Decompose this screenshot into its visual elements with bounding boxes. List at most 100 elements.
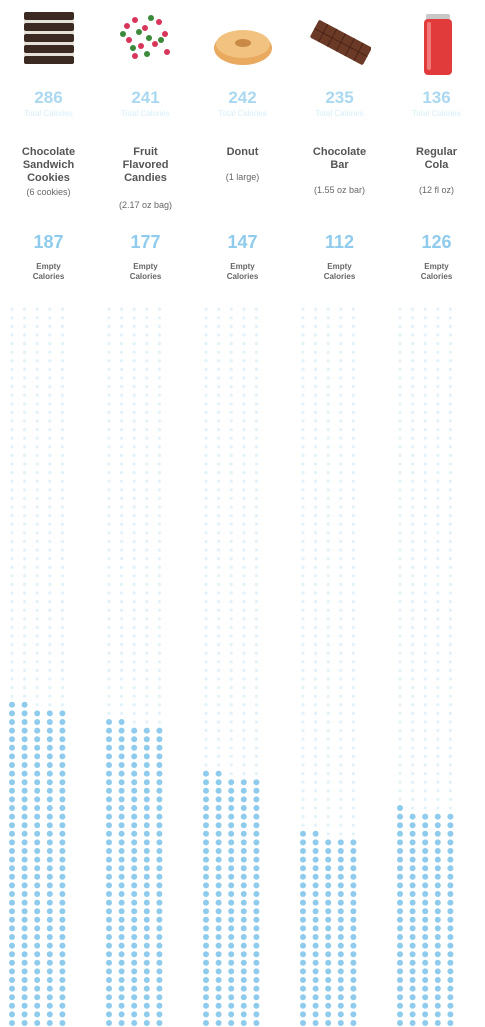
empty-calorie-dot xyxy=(156,813,163,820)
serving-size: (1 large) xyxy=(225,172,260,182)
empty-calorie-dot xyxy=(422,865,429,872)
grid-dot xyxy=(35,453,39,457)
grid-dot xyxy=(301,823,305,827)
empty-calorie-dot xyxy=(325,873,332,880)
grid-dot xyxy=(436,324,440,328)
grid-dot xyxy=(35,634,39,638)
empty-calorie-dot xyxy=(156,951,163,958)
grid-dot xyxy=(254,703,258,707)
grid-dot xyxy=(242,367,246,371)
empty-calorie-dot xyxy=(312,856,319,863)
grid-dot xyxy=(411,548,415,552)
grid-dot xyxy=(10,608,14,612)
grid-dot xyxy=(204,754,208,759)
grid-dot xyxy=(254,754,258,759)
food-name-line: Candies xyxy=(124,172,167,184)
empty-calorie-dot xyxy=(253,787,260,794)
grid-dot xyxy=(314,686,318,690)
empty-calorie-dot xyxy=(143,891,150,897)
empty-calorie-dot xyxy=(434,934,441,940)
grid-dot xyxy=(411,522,415,526)
grid-dot xyxy=(204,359,208,363)
grid-dot xyxy=(107,393,111,397)
grid-dot xyxy=(107,410,111,414)
grid-dot xyxy=(242,772,246,776)
chocolate-sandwich-cookies-icon xyxy=(24,12,74,64)
grid-dot xyxy=(204,711,208,716)
grid-dot xyxy=(145,410,149,414)
grid-dot xyxy=(326,333,330,337)
grid-dot xyxy=(132,668,136,673)
grid-dot xyxy=(35,342,39,346)
empty-calorie-dot xyxy=(447,942,454,949)
grid-dot xyxy=(314,445,318,449)
empty-calorie-dot xyxy=(106,985,112,992)
grid-dot xyxy=(242,643,246,647)
grid-dot xyxy=(132,393,136,397)
grid-dot xyxy=(204,600,208,604)
empty-calorie-dot xyxy=(409,977,416,983)
grid-dot xyxy=(301,651,305,655)
empty-calorie-dot xyxy=(409,882,416,889)
empty-calorie-dot xyxy=(253,977,260,983)
empty-calorie-dot xyxy=(118,925,125,932)
empty-calorie-dot xyxy=(46,719,53,725)
empty-calorie-dot xyxy=(350,899,357,906)
grid-dot xyxy=(411,634,415,638)
grid-dot xyxy=(204,307,208,311)
empty-calorie-dot xyxy=(131,985,138,992)
grid-dot xyxy=(60,591,64,595)
empty-calorie-dot xyxy=(34,856,41,863)
grid-dot xyxy=(145,359,149,363)
grid-dot xyxy=(339,729,343,733)
grid-dot xyxy=(107,385,111,389)
grid-dot xyxy=(301,574,305,578)
empty-calorie-dot xyxy=(434,1002,441,1009)
empty-calorie-dot xyxy=(447,891,454,897)
grid-dot xyxy=(301,763,305,767)
grid-dot xyxy=(48,479,52,483)
grid-dot xyxy=(242,711,246,716)
empty-calorie-dot xyxy=(106,779,112,786)
grid-dot xyxy=(436,359,440,363)
empty-calories-label: Empty Calories xyxy=(388,262,485,282)
grid-dot xyxy=(204,763,208,767)
grid-dot xyxy=(448,324,452,328)
grid-dot xyxy=(351,548,355,552)
grid-dot xyxy=(145,660,149,664)
grid-dot xyxy=(120,471,124,475)
empty-calorie-dot xyxy=(409,925,416,932)
empty-calorie-dot xyxy=(240,1020,247,1026)
grid-dot xyxy=(132,359,136,363)
empty-calorie-dot xyxy=(9,779,15,786)
empty-calorie-dot xyxy=(337,977,344,983)
empty-calorie-dot xyxy=(156,977,163,983)
empty-calorie-dot xyxy=(143,916,150,923)
grid-dot xyxy=(254,436,258,440)
grid-dot xyxy=(314,780,318,784)
grid-dot xyxy=(48,393,52,397)
grid-dot xyxy=(132,342,136,346)
empty-calorie-dot xyxy=(215,813,222,820)
empty-calorie-dot xyxy=(9,865,15,872)
grid-dot xyxy=(60,453,64,457)
grid-dot xyxy=(242,694,246,698)
grid-dot xyxy=(204,445,208,449)
grid-dot xyxy=(10,505,14,509)
grid-dot xyxy=(229,402,233,406)
empty-calorie-dot xyxy=(21,899,28,906)
grid-dot xyxy=(339,316,343,320)
empty-calorie-dot xyxy=(9,882,15,889)
grid-dot xyxy=(314,668,318,673)
empty-calorie-dot xyxy=(228,908,235,915)
grid-dot xyxy=(120,479,124,483)
grid-dot xyxy=(411,385,415,389)
grid-dot xyxy=(107,600,111,604)
empty-calorie-dot xyxy=(21,830,28,837)
grid-dot xyxy=(411,359,415,363)
grid-dot xyxy=(339,711,343,716)
grid-dot xyxy=(423,539,427,544)
empty-calorie-dot xyxy=(156,908,163,915)
grid-dot xyxy=(10,643,14,647)
grid-dot xyxy=(229,539,233,544)
